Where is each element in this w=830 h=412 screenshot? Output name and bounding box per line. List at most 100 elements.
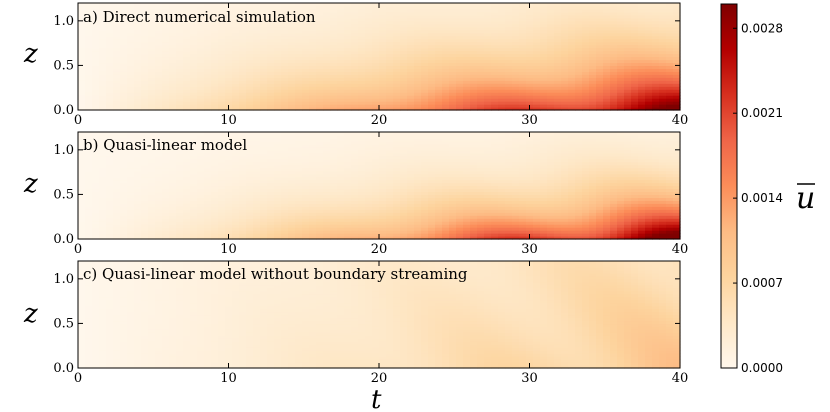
- heatmap-cell: [666, 44, 674, 49]
- heatmap-cell: [120, 164, 128, 169]
- heatmap-cell: [106, 182, 114, 187]
- heatmap-cell: [113, 14, 121, 19]
- heatmap-cell: [274, 101, 282, 105]
- heatmap-cell: [239, 194, 247, 198]
- heatmap-cell: [540, 65, 548, 69]
- heatmap-cell: [204, 11, 212, 16]
- heatmap-cell: [470, 20, 478, 25]
- heatmap-cell: [337, 155, 345, 160]
- heatmap-cell: [631, 59, 639, 64]
- heatmap-cell: [239, 137, 247, 142]
- heatmap-cell: [267, 17, 275, 22]
- heatmap-cell: [512, 83, 520, 87]
- heatmap-cell: [169, 191, 177, 196]
- heatmap-cell: [239, 227, 247, 231]
- heatmap-cell: [295, 170, 303, 175]
- heatmap-cell: [302, 185, 310, 190]
- heatmap-cell: [92, 41, 100, 46]
- heatmap-cell: [92, 17, 100, 22]
- panel-a-ylabel: z: [23, 39, 38, 69]
- heatmap-cell: [267, 230, 275, 234]
- heatmap-cell: [456, 89, 464, 93]
- heatmap-cell: [533, 92, 541, 96]
- heatmap-cell: [638, 95, 646, 99]
- heatmap-cell: [162, 230, 170, 234]
- heatmap-cell: [211, 188, 219, 193]
- heatmap-cell: [274, 176, 282, 181]
- heatmap-cell: [470, 92, 478, 96]
- heatmap-cell: [288, 3, 296, 7]
- heatmap-cell: [302, 8, 310, 13]
- heatmap-cell: [295, 62, 303, 67]
- heatmap-cell: [155, 146, 163, 151]
- heatmap-cell: [169, 179, 177, 184]
- heatmap-cell: [127, 167, 135, 172]
- heatmap-cell: [323, 104, 331, 108]
- heatmap-cell: [435, 167, 443, 172]
- heatmap-cell: [176, 65, 184, 69]
- heatmap-cell: [575, 38, 583, 43]
- heatmap-cell: [211, 137, 219, 142]
- heatmap-cell: [456, 20, 464, 25]
- x-tick-label: 20: [371, 113, 388, 128]
- heatmap-cell: [351, 3, 359, 7]
- heatmap-cell: [610, 8, 618, 13]
- heatmap-cell: [617, 38, 625, 43]
- heatmap-cell: [267, 215, 275, 219]
- heatmap-cell: [141, 134, 149, 139]
- heatmap-cell: [589, 26, 597, 31]
- heatmap-cell: [134, 188, 142, 193]
- heatmap-cell: [106, 65, 114, 69]
- heatmap-cell: [211, 71, 219, 75]
- heatmap-cell: [351, 65, 359, 69]
- heatmap-cell: [176, 212, 184, 216]
- heatmap-cell: [575, 3, 583, 7]
- heatmap-cell: [309, 35, 317, 40]
- heatmap-cell: [204, 146, 212, 151]
- heatmap-cell: [393, 227, 401, 231]
- heatmap-cell: [162, 29, 170, 34]
- heatmap-cell: [246, 98, 254, 102]
- heatmap-cell: [645, 59, 653, 64]
- heatmap-cell: [484, 41, 492, 46]
- heatmap-cell: [323, 41, 331, 46]
- heatmap-cell: [78, 8, 86, 13]
- heatmap-cell: [603, 101, 611, 105]
- heatmap-cell: [267, 206, 275, 210]
- heatmap-cell: [239, 29, 247, 34]
- heatmap-cell: [666, 77, 674, 81]
- heatmap-cell: [162, 233, 170, 237]
- heatmap-cell: [505, 23, 513, 28]
- heatmap-cell: [561, 92, 569, 96]
- heatmap-cell: [442, 89, 450, 93]
- heatmap-cell: [414, 200, 422, 204]
- heatmap-cell: [78, 218, 86, 222]
- heatmap-cell: [344, 11, 352, 16]
- heatmap-cell: [407, 17, 415, 22]
- heatmap-cell: [260, 38, 268, 43]
- heatmap-cell: [463, 98, 471, 102]
- heatmap-cell: [78, 65, 86, 69]
- heatmap-cell: [575, 65, 583, 69]
- heatmap-cell: [218, 164, 226, 169]
- heatmap-cell: [246, 194, 254, 198]
- heatmap-cell: [99, 140, 107, 145]
- heatmap-cell: [281, 41, 289, 46]
- heatmap-cell: [260, 53, 268, 58]
- heatmap-cell: [666, 107, 674, 111]
- heatmap-cell: [344, 173, 352, 178]
- heatmap-cell: [330, 62, 338, 67]
- heatmap-cell: [197, 47, 205, 52]
- heatmap-cell: [365, 5, 373, 10]
- heatmap-cell: [659, 104, 667, 108]
- heatmap-cell: [568, 65, 576, 69]
- heatmap-cell: [463, 95, 471, 99]
- heatmap-cell: [330, 5, 338, 10]
- heatmap-cell: [652, 20, 660, 25]
- heatmap-cell: [337, 230, 345, 234]
- heatmap-cell: [288, 107, 296, 111]
- heatmap-cell: [190, 137, 198, 142]
- heatmap-cell: [554, 47, 562, 52]
- heatmap-cell: [351, 44, 359, 49]
- heatmap-cell: [344, 56, 352, 61]
